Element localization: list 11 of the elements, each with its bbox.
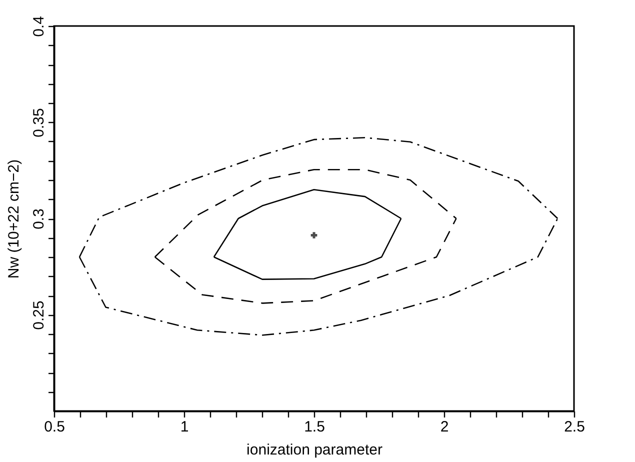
x-tick-label: 1 (180, 418, 189, 436)
y-tick-label: 0.35 (30, 108, 48, 138)
x-tick-label: 1.5 (304, 418, 325, 436)
y-tick-label: 0.3 (30, 208, 48, 230)
y-tick-label: 0.4 (30, 16, 48, 37)
x-tick-label: 2.5 (564, 418, 585, 436)
y-tick-label: 0.25 (30, 300, 48, 330)
x-axis-title: ionization parameter (246, 442, 382, 458)
x-tick-label: 0.5 (44, 418, 65, 436)
y-axis-title: Nw (10+22 cm−2) (6, 159, 22, 279)
x-tick-label: 2 (440, 418, 449, 436)
